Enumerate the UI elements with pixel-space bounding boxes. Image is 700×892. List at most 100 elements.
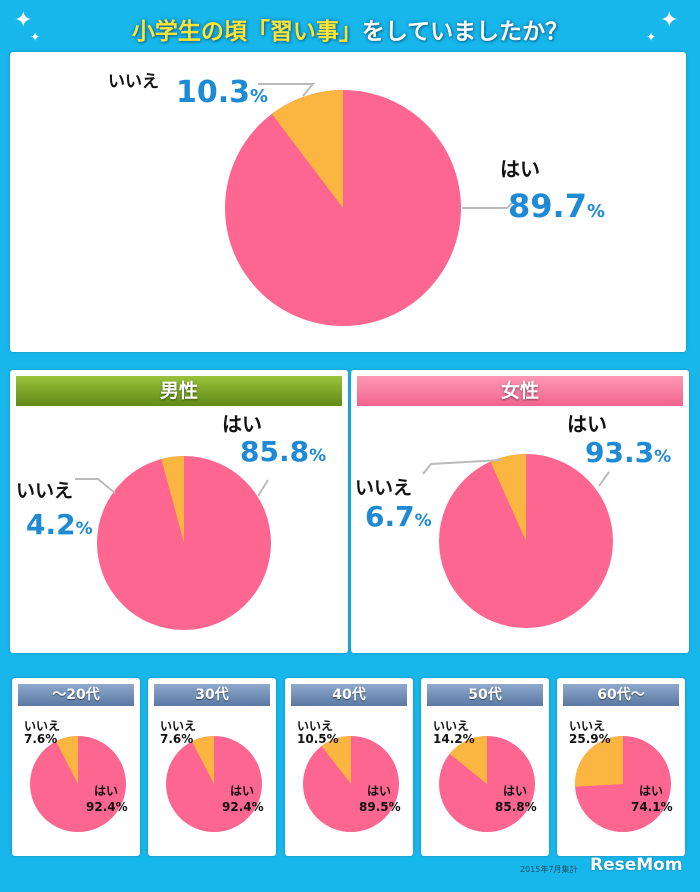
value-yes-unit: % <box>525 800 537 814</box>
value-yes: 93.3% <box>585 436 671 469</box>
age-pie-60s <box>575 736 671 832</box>
age-chart-50s: いいえ 14.2% はい 85.8% <box>433 719 537 832</box>
male-panel: 男性 はい 85.8% いいえ 4.2% <box>10 370 348 653</box>
label-yes: はい <box>222 412 262 436</box>
age-pie-50s <box>439 736 535 832</box>
value-no-unit: % <box>76 519 93 539</box>
label-yes: はい <box>230 784 254 798</box>
age-pie-30s <box>166 736 262 832</box>
label-no: いいえ <box>108 72 159 92</box>
title-part3: をしていましたか？ <box>361 19 569 45</box>
value-yes-unit: % <box>252 800 264 814</box>
value-no: 7.6% <box>24 732 57 746</box>
age-header-30s: 30代 <box>154 684 270 706</box>
age-chart-30s: いいえ 7.6% はい 92.4% <box>160 719 264 832</box>
overall-pie <box>225 90 461 326</box>
value-no-unit: % <box>250 86 268 107</box>
sparkle-icon: ✦ <box>660 8 679 33</box>
value-yes-unit: % <box>389 800 401 814</box>
value-yes: 92.4% <box>222 800 264 814</box>
label-no: いいえ <box>24 719 60 733</box>
value-no-number: 14.2 <box>433 732 463 746</box>
sparkle-icon: ✦ <box>30 30 41 44</box>
value-no: 25.9% <box>569 732 611 746</box>
leader-line-no <box>258 83 316 97</box>
pie-slice-no <box>191 736 214 784</box>
value-yes-unit: % <box>661 800 673 814</box>
age-panel-30s: 30代 いいえ 7.6% はい 92.4% <box>148 678 276 856</box>
label-yes: はい <box>94 784 118 798</box>
value-yes: 85.8% <box>240 435 326 468</box>
age-header-40s: 40代 <box>291 684 407 706</box>
leader-line-no <box>422 459 502 475</box>
age-chart-60s: いいえ 25.9% はい 74.1% <box>569 719 673 832</box>
label-no: いいえ <box>569 719 605 733</box>
value-yes-number: 92.4 <box>86 800 116 814</box>
title-part1: 小学生の頃 <box>131 19 247 45</box>
value-yes-number: 74.1 <box>631 800 661 814</box>
age-pie-20s <box>30 736 126 832</box>
value-no: 10.3% <box>176 75 268 110</box>
pie-slice-no <box>321 736 351 784</box>
pie-slice-no <box>575 736 623 787</box>
pie-slice-no <box>449 736 487 784</box>
age-panel-40s: 40代 いいえ 10.5% はい 89.5% <box>285 678 413 856</box>
age-header-60s: 60代～ <box>563 684 679 706</box>
value-yes: 85.8% <box>495 800 537 814</box>
value-yes: 74.1% <box>631 800 673 814</box>
leader-line-yes <box>598 471 610 487</box>
age-panel-50s: 50代 いいえ 14.2% はい 85.8% <box>421 678 549 856</box>
value-no: 10.5% <box>297 732 339 746</box>
label-no: いいえ <box>355 477 412 499</box>
age-header-50s: 50代 <box>427 684 543 706</box>
value-no-unit: % <box>415 511 432 531</box>
label-no: いいえ <box>297 719 333 733</box>
age-chart-40s: いいえ 10.5% はい 89.5% <box>297 719 401 832</box>
overall-chart: はい 89.7% いいえ 10.3% <box>108 72 605 326</box>
age-chart-20s: いいえ 7.6% はい 92.4% <box>24 719 128 832</box>
value-yes: 89.7% <box>508 187 605 225</box>
sparkle-icon: ✦ <box>14 8 33 33</box>
male-header: 男性 <box>16 376 342 406</box>
leader-line-no <box>75 478 116 494</box>
title-part2: 「習い事」 <box>246 19 362 45</box>
value-yes-number: 89.5 <box>359 800 389 814</box>
female-pie <box>439 454 613 628</box>
leader-line-yes <box>462 199 516 209</box>
value-no-unit: % <box>463 732 475 746</box>
label-no: いいえ <box>16 480 73 502</box>
leader-line-yes <box>257 479 269 497</box>
value-yes-number: 89.7 <box>508 187 587 225</box>
label-no: いいえ <box>433 719 469 733</box>
value-yes-unit: % <box>116 800 128 814</box>
age-pie-40s <box>303 736 399 832</box>
page-title: 小学生の頃「習い事」をしていましたか？ <box>0 12 700 52</box>
value-yes: 89.5% <box>359 800 401 814</box>
value-yes-number: 85.8 <box>495 800 525 814</box>
value-no: 14.2% <box>433 732 475 746</box>
male-chart: はい 85.8% いいえ 4.2% <box>16 412 326 630</box>
female-header: 女性 <box>357 376 683 406</box>
value-no-unit: % <box>599 732 611 746</box>
sparkle-icon: ✦ <box>646 30 657 44</box>
female-panel: 女性 はい 93.3% いいえ 6.7% <box>351 370 689 653</box>
value-yes: 92.4% <box>86 800 128 814</box>
label-yes: はい <box>500 157 540 181</box>
female-chart: はい 93.3% いいえ 6.7% <box>355 412 671 628</box>
label-yes: はい <box>367 784 391 798</box>
label-no: いいえ <box>160 719 196 733</box>
pie-slice-no <box>55 736 78 784</box>
age-panel-60s: 60代～ いいえ 25.9% はい 74.1% <box>557 678 685 856</box>
value-no-unit: % <box>327 732 339 746</box>
value-no: 4.2% <box>26 508 93 541</box>
value-no: 6.7% <box>365 500 432 533</box>
value-yes-unit: % <box>654 447 671 467</box>
value-yes-unit: % <box>587 201 605 222</box>
footer-note: 2015年7月集計 <box>520 865 578 874</box>
value-no-unit: % <box>45 732 57 746</box>
value-no-number: 7.6 <box>160 732 181 746</box>
value-no-number: 10.3 <box>176 75 250 110</box>
age-header-20s: ～20代 <box>18 684 134 706</box>
value-no-number: 6.7 <box>365 500 415 533</box>
label-yes: はい <box>639 784 663 798</box>
